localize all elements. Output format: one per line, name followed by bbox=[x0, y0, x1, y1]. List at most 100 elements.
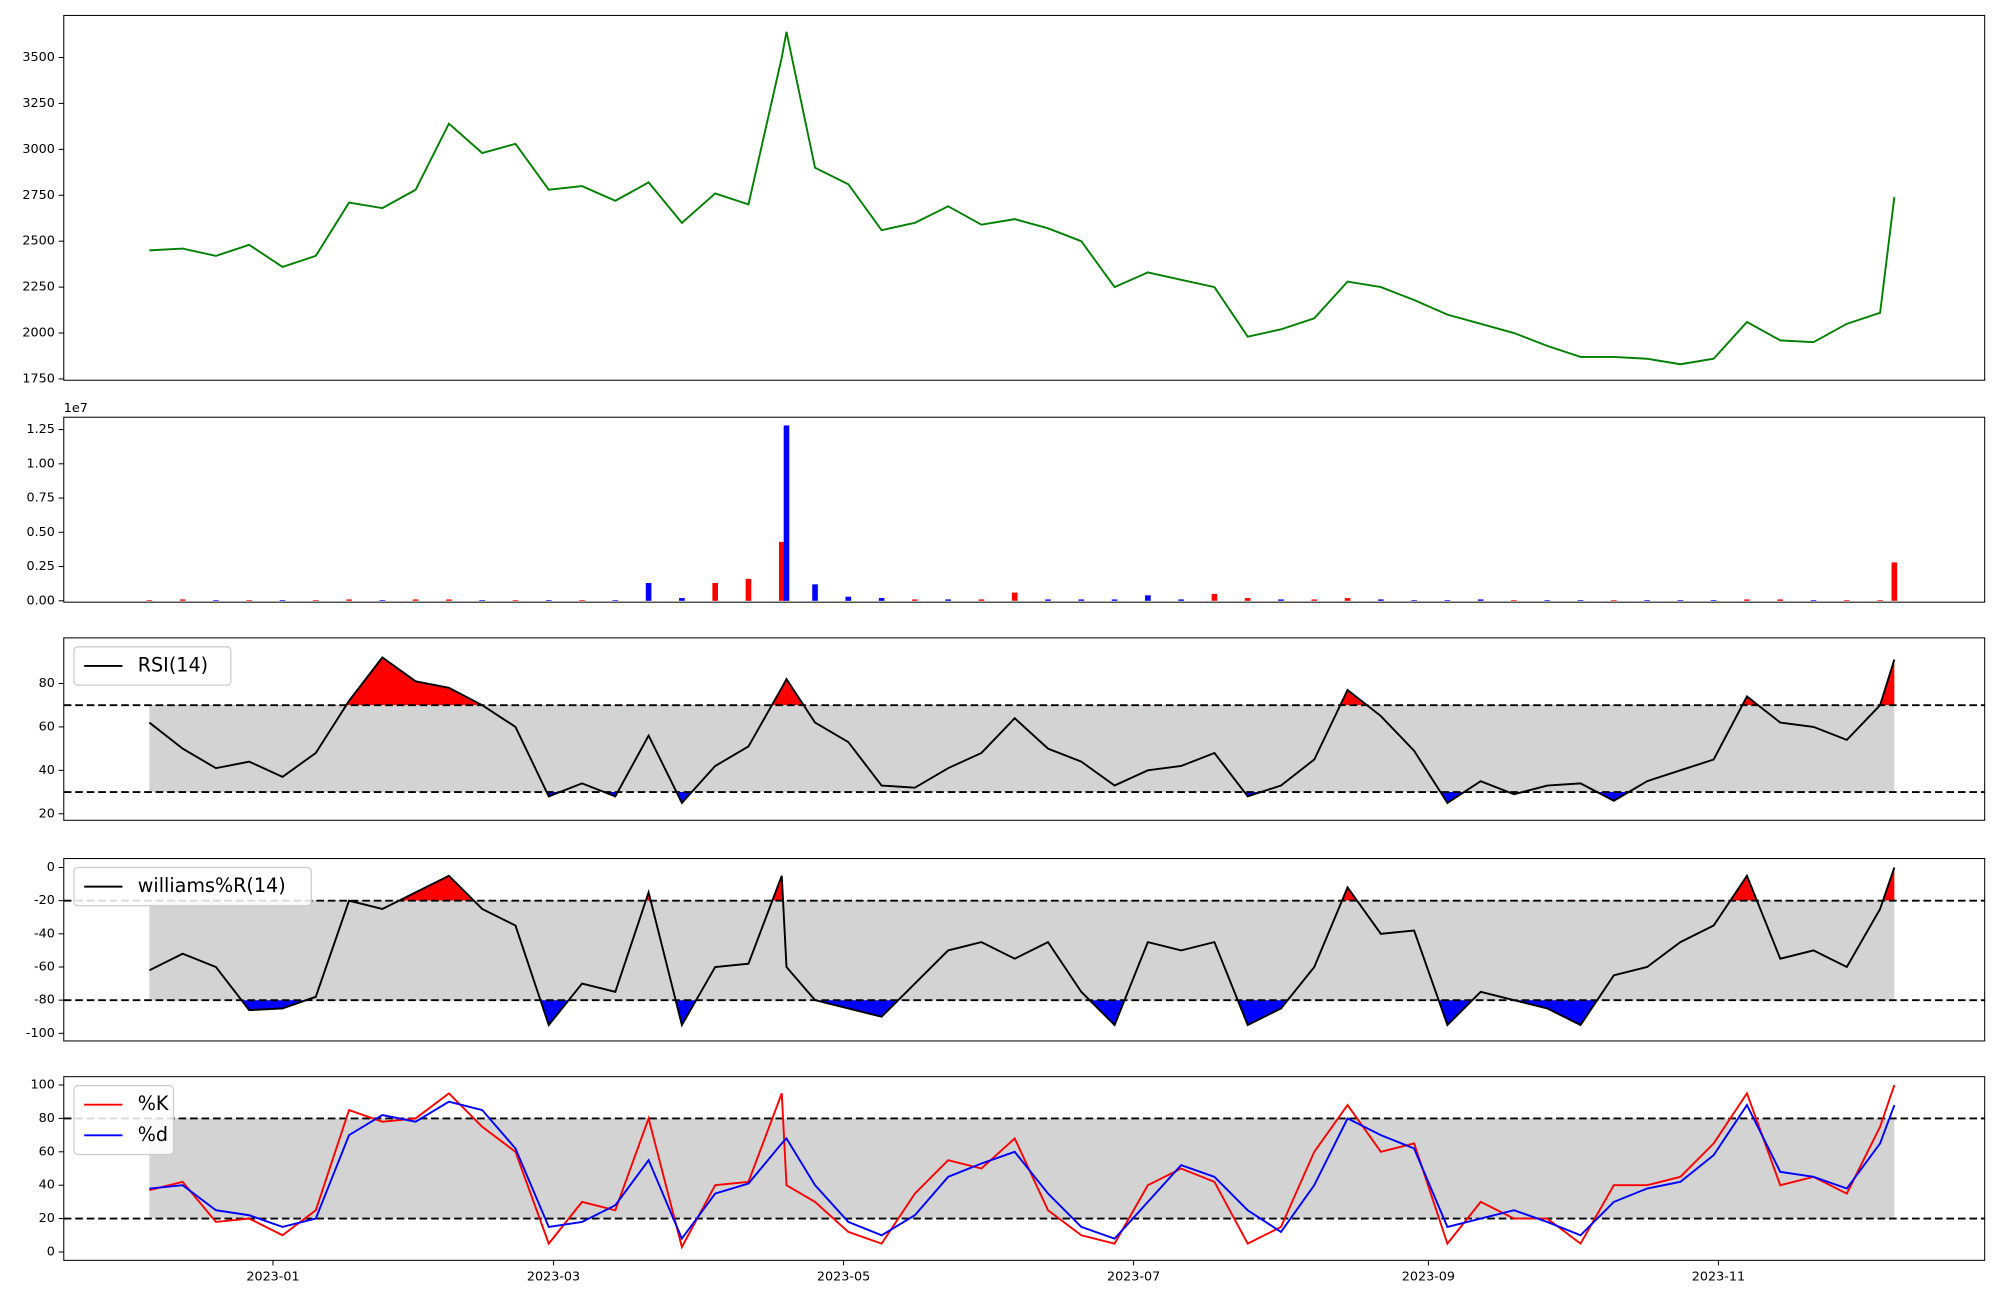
y-tick-label: 1750 bbox=[22, 371, 54, 386]
indicator-line bbox=[149, 1084, 1896, 1250]
volume-bar bbox=[545, 600, 552, 601]
y-tick-label: 20 bbox=[39, 806, 55, 821]
y-tick-label: 1.25 bbox=[26, 422, 54, 437]
x-tick-label: 2023-01 bbox=[246, 1269, 299, 1284]
legend-label: %d bbox=[138, 1123, 168, 1146]
volume-bar bbox=[279, 600, 286, 601]
volume-bar bbox=[379, 600, 386, 601]
y-tick-label: -20 bbox=[34, 893, 55, 908]
legend-box bbox=[73, 646, 232, 686]
y-tick-label: 20 bbox=[39, 1211, 55, 1226]
volume-bar bbox=[1311, 599, 1318, 601]
volume-bar bbox=[1078, 599, 1085, 601]
x-tick-label: 2023-07 bbox=[1107, 1269, 1160, 1284]
volume-bar bbox=[1611, 600, 1617, 601]
y-tick-label: 40 bbox=[39, 1178, 55, 1193]
volume-bar bbox=[1677, 600, 1684, 601]
y-tick-label: 2250 bbox=[22, 280, 54, 295]
legend-label: williams%R(14) bbox=[138, 874, 286, 897]
volume-bar bbox=[1891, 562, 1898, 601]
y-tick-label: 0 bbox=[47, 1244, 55, 1259]
volume-bar bbox=[1810, 600, 1817, 601]
x-tick-label: 2023-05 bbox=[817, 1269, 870, 1284]
volume-bar bbox=[1777, 599, 1784, 601]
y-tick-label: -40 bbox=[34, 926, 55, 941]
x-tick-label: 2023-03 bbox=[527, 1269, 580, 1284]
plot-area bbox=[149, 31, 1896, 366]
volume-bar bbox=[912, 599, 918, 601]
volume-bar bbox=[1145, 595, 1151, 601]
volume-bar bbox=[1378, 599, 1384, 601]
y-tick-label: 0.75 bbox=[26, 491, 54, 506]
volume-bar bbox=[712, 582, 718, 601]
volume-bar bbox=[783, 425, 790, 601]
y-tick-label: 2500 bbox=[22, 234, 54, 249]
legend-label: %K bbox=[138, 1092, 169, 1115]
volume-bar bbox=[246, 600, 253, 601]
neutral-band bbox=[149, 900, 1895, 1001]
volume-bar bbox=[878, 598, 885, 601]
neutral-band bbox=[149, 1118, 1895, 1219]
y-tick-label: 1.00 bbox=[26, 456, 54, 471]
volume-bar bbox=[1444, 600, 1451, 601]
plot-area bbox=[146, 425, 1898, 601]
legend-box bbox=[73, 866, 312, 907]
axes-frame bbox=[63, 416, 1986, 603]
y-tick-label: 3500 bbox=[22, 50, 54, 65]
offset-label: 1e7 bbox=[64, 401, 88, 416]
y-tick-label: 0 bbox=[47, 860, 55, 875]
volume-bar bbox=[412, 599, 419, 601]
price-line bbox=[149, 31, 1896, 366]
volume-bar bbox=[645, 582, 652, 601]
y-tick-label: 0.00 bbox=[26, 593, 54, 608]
y-tick-label: -100 bbox=[26, 1026, 55, 1041]
volume-bar bbox=[213, 600, 219, 601]
y-tick-label: 0.25 bbox=[26, 559, 54, 574]
y-tick-label: 60 bbox=[39, 1144, 55, 1159]
plot-area bbox=[63, 656, 1985, 805]
axes-frame bbox=[63, 858, 1986, 1042]
volume-bar bbox=[446, 599, 452, 601]
y-tick-label: 3000 bbox=[22, 142, 54, 157]
volume-bar bbox=[146, 600, 153, 601]
volume-bar bbox=[812, 584, 818, 601]
volume-bar bbox=[978, 599, 985, 601]
plot-area bbox=[63, 1084, 1985, 1250]
volume-bar bbox=[1278, 599, 1284, 601]
indicator-line bbox=[148, 867, 1896, 1028]
volume-bar bbox=[1511, 600, 1517, 601]
y-tick-label: 80 bbox=[39, 1111, 55, 1126]
y-tick-label: 100 bbox=[31, 1078, 55, 1093]
volume-bar bbox=[1178, 599, 1184, 601]
axes-frame bbox=[63, 1076, 1986, 1261]
y-tick-label: 0.50 bbox=[26, 525, 54, 540]
y-tick-label: 80 bbox=[39, 676, 55, 691]
volume-bar bbox=[1211, 593, 1218, 601]
volume-bar bbox=[1244, 598, 1251, 601]
indicator-line bbox=[148, 656, 1896, 805]
volume-bar bbox=[1544, 600, 1551, 601]
volume-bar bbox=[479, 600, 485, 601]
y-tick-label: 60 bbox=[39, 719, 55, 734]
y-tick-label: -60 bbox=[34, 959, 55, 974]
axes-frame bbox=[63, 14, 1986, 381]
plot-area bbox=[63, 867, 1985, 1028]
y-tick-label: 2000 bbox=[22, 326, 54, 341]
volume-bar bbox=[1011, 592, 1018, 601]
y-tick-label: -80 bbox=[34, 993, 55, 1008]
volume-bar bbox=[845, 596, 852, 601]
x-tick-label: 2023-11 bbox=[1692, 1269, 1745, 1284]
neutral-band bbox=[149, 705, 1895, 793]
axes-frame bbox=[63, 637, 1986, 821]
volume-bar bbox=[312, 600, 319, 601]
volume-bar bbox=[745, 578, 752, 601]
volume-bar bbox=[1344, 598, 1351, 601]
volume-bar bbox=[512, 600, 519, 601]
volume-bar bbox=[1710, 600, 1717, 601]
volume-bar bbox=[1744, 599, 1750, 601]
y-tick-label: 40 bbox=[39, 763, 55, 778]
indicator-line bbox=[149, 1100, 1896, 1241]
y-tick-label: 2750 bbox=[22, 188, 54, 203]
volume-bar bbox=[179, 599, 186, 601]
volume-bar bbox=[1644, 600, 1650, 601]
